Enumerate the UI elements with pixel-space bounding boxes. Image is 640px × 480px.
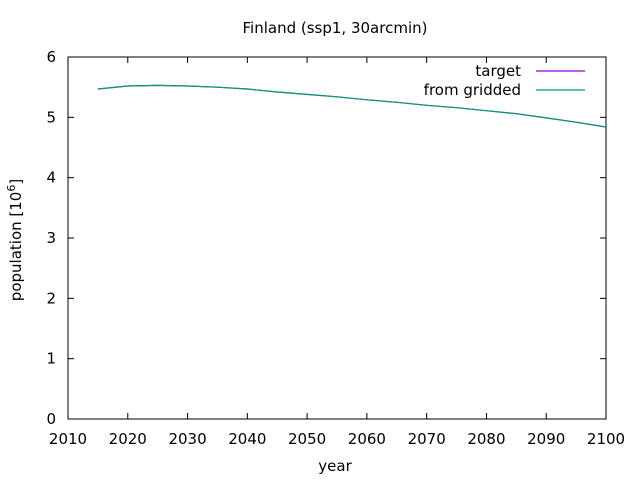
legend-label: target (475, 62, 521, 80)
x-axis-label: year (318, 457, 352, 475)
x-tick-label: 2100 (587, 430, 625, 448)
x-tick-label: 2050 (288, 430, 326, 448)
series-line-from-gridded (97, 84, 607, 128)
y-tick-label: 2 (46, 289, 56, 307)
x-tick-label: 2010 (49, 430, 87, 448)
y-tick-label: 6 (46, 48, 56, 66)
legend-label: from gridded (424, 81, 521, 99)
y-axis-label-exponent: 6 (5, 185, 18, 192)
y-tick-label: 0 (46, 410, 56, 428)
y-axis-label: population [106] (5, 179, 25, 301)
x-tick-label: 2070 (408, 430, 446, 448)
chart-title: Finland (ssp1, 30arcmin) (243, 19, 428, 37)
x-tick-label: 2060 (348, 430, 386, 448)
series-layer (97, 84, 607, 128)
y-axis-ticks: 0 1 2 3 4 5 6 (46, 48, 606, 428)
x-tick-label: 2040 (228, 430, 266, 448)
y-axis-label-main: population [10 (7, 192, 25, 302)
series-line-target (97, 84, 607, 128)
y-axis-label-close: ] (7, 179, 25, 185)
y-tick-label: 5 (46, 108, 56, 126)
x-axis-ticks: 2010 2020 2030 2040 2050 2060 2070 2080 2090 2100 (49, 57, 625, 448)
x-tick-label: 2030 (168, 430, 206, 448)
y-tick-label: 3 (46, 229, 56, 247)
y-tick-label: 4 (46, 169, 56, 187)
plot-frame (67, 56, 607, 420)
x-tick-label: 2080 (467, 430, 505, 448)
x-tick-label: 2020 (109, 430, 147, 448)
y-tick-label: 1 (46, 350, 56, 368)
x-tick-label: 2090 (527, 430, 565, 448)
